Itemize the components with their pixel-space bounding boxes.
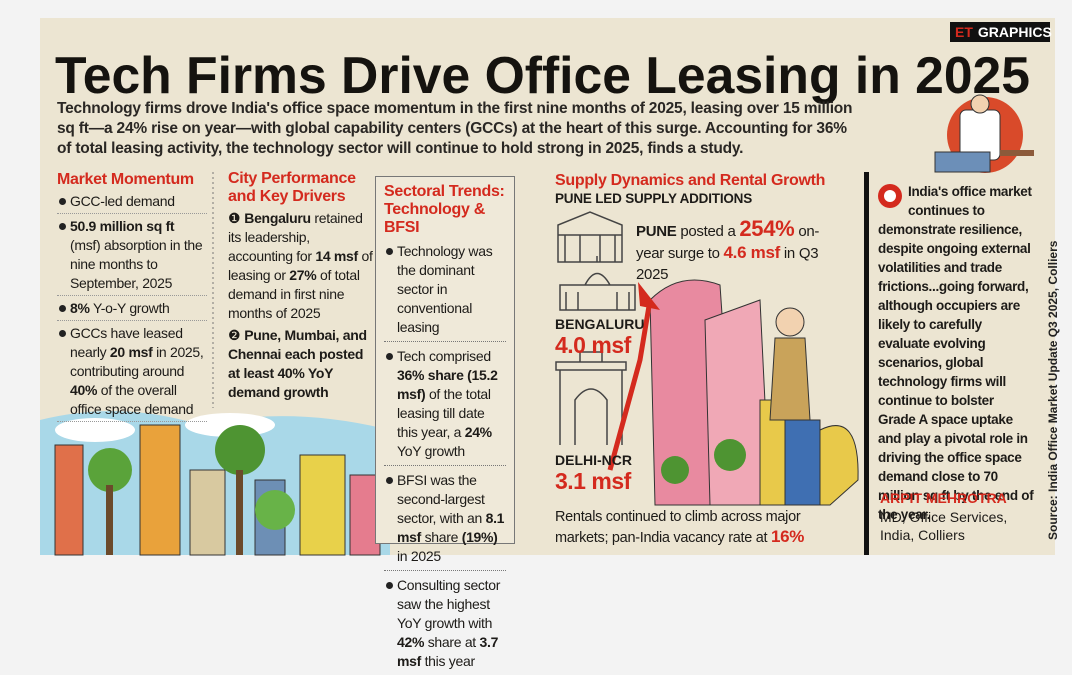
text-run: share at — [424, 634, 480, 650]
text-run: Bengaluru — [244, 210, 311, 226]
bullet: GCCs have leased nearly 20 msf in 2025, … — [57, 324, 207, 422]
text-run: this year — [421, 653, 476, 669]
text-run: 20 msf — [109, 344, 153, 360]
text-run: 42% — [397, 634, 425, 650]
market-momentum: Market Momentum GCC-led demand 50.9 milli… — [57, 171, 207, 422]
item-marker: ❶ — [228, 210, 241, 226]
text-run: of total demand in first nine months of … — [228, 267, 360, 321]
city-illustration — [40, 411, 390, 556]
text-run: 4.6 msf — [723, 243, 781, 262]
text-run: Rentals continued to climb across major … — [555, 509, 801, 546]
sectoral-trends: Sectoral Trends: Technology & BFSI Techn… — [375, 176, 515, 669]
text-run: 40% — [70, 382, 98, 398]
quote-icon — [878, 184, 902, 208]
bullet-list: GCC-led demand 50.9 million sq ft (msf) a… — [57, 192, 207, 422]
city-icons — [555, 211, 636, 445]
section-heading: Supply Dynamics and Rental Growth — [555, 172, 826, 189]
bullet: BFSI was the second-largest sector, with… — [384, 471, 506, 571]
text-run: of the overall office space demand — [70, 382, 194, 417]
section-heading: Sectoral Trends: Technology & BFSI — [384, 183, 505, 236]
text-run: YoY growth — [397, 443, 465, 459]
text-run: 50.9 million sq ft — [70, 218, 175, 234]
text-run: (msf) absorption in the nine months to S… — [70, 237, 203, 291]
title: Tech Firms Drive Office Leasing in 2025 — [55, 47, 1030, 105]
pune-text: PUNE posted a 254% on-year surge to 4.6 … — [636, 218, 836, 285]
text-run: in 2025 — [397, 548, 441, 564]
text-run: PUNE — [636, 223, 677, 240]
badge-brand: ET — [955, 24, 973, 40]
text-run: Y-o-Y growth — [89, 300, 170, 316]
source: Source: India Office Market Update Q3 20… — [1046, 240, 1060, 540]
text-run: in 2025, contributing around — [70, 344, 204, 379]
rentals-text: Rentals continued to climb across major … — [555, 508, 845, 548]
bullet-list: Technology was the dominant sector in co… — [384, 242, 506, 675]
text-run: of the total leasing till date this year… — [397, 386, 491, 440]
section-heading: City Performance and Key Drivers — [228, 170, 356, 205]
city-name: DELHI-NCR — [555, 452, 632, 468]
bullet: Consulting sector saw the highest YoY gr… — [384, 576, 506, 675]
quote-author: ARPIT MEHROTRA — [880, 490, 1007, 506]
text-run: in Q3 2025 — [636, 245, 819, 283]
text-run: 8.1 msf — [397, 510, 505, 545]
city-value: 3.1 msf — [555, 468, 631, 494]
tower-illustration — [607, 279, 859, 506]
text-run: 24% — [464, 424, 492, 440]
intro: Technology firms drove India's office sp… — [57, 100, 853, 157]
quote-role: MD, Office Services, India, Colliers — [880, 509, 1008, 543]
section-heading: Market Momentum — [57, 171, 194, 188]
text-run: 14 msf — [315, 248, 358, 264]
bullet: GCC-led demand — [57, 192, 207, 214]
text-run: Pune, Mumbai, and Chennai each posted at… — [228, 327, 367, 400]
city-performance: City Performance and Key Drivers ❶ Bengal… — [228, 170, 373, 402]
text-run: GCCs have leased nearly — [70, 325, 183, 360]
subheading: PUNE LED SUPPLY ADDITIONS — [555, 191, 753, 206]
badge: ET GRAPHICS — [950, 22, 1052, 42]
text-run: GCC-led demand — [70, 193, 175, 209]
text-run: Tech comprised — [397, 348, 491, 364]
item: ❷ Pune, Mumbai, and Chennai each posted a… — [228, 326, 373, 402]
text-run: 254% — [739, 216, 795, 241]
page: Tech Firms Drive Office Leasing in 2025 — [40, 18, 1060, 669]
text-run: BFSI was the second-largest sector, with… — [397, 472, 486, 526]
text-run: 8% — [70, 300, 90, 316]
text-run: (19%) — [461, 529, 498, 545]
bullet: 8% Y-o-Y growth — [57, 299, 207, 321]
badge-label: GRAPHICS — [977, 24, 1052, 40]
text-run: posted a — [676, 223, 740, 240]
text-run: 16% — [770, 527, 805, 546]
item: ❶ Bengaluru retained its leadership, acco… — [228, 209, 373, 323]
city-value: 4.0 msf — [555, 332, 631, 358]
quote-text: India's office market continues to demon… — [878, 184, 1034, 522]
desk-illustration — [934, 94, 1034, 173]
text-run: retained its leadership, accounting for — [228, 210, 363, 264]
item-marker: ❷ — [228, 327, 241, 343]
text-run: Consulting sector saw the highest YoY gr… — [397, 577, 501, 631]
text-run: share — [421, 529, 462, 545]
city-name: BENGALURU — [555, 316, 645, 332]
text-run: Technology was the dominant sector in co… — [397, 243, 493, 335]
text-run: 27% — [289, 267, 317, 283]
text-run: of leasing or — [228, 248, 373, 283]
illustrations: Tech Firms Drive Office Leasing in 2025 — [40, 47, 1034, 556]
quote: India's office market continues to demon… — [878, 182, 1034, 524]
text-run: 36% share (15.2 msf) — [397, 367, 498, 402]
item-list: ❶ Bengaluru retained its leadership, acco… — [228, 209, 373, 402]
quote-bar — [864, 172, 869, 555]
bullet: 50.9 million sq ft (msf) absorption in t… — [57, 217, 207, 296]
bullet: Tech comprised 36% share (15.2 msf) of t… — [384, 347, 506, 466]
bullet: Technology was the dominant sector in co… — [384, 242, 506, 342]
text-run: on-year surge to — [636, 223, 820, 262]
